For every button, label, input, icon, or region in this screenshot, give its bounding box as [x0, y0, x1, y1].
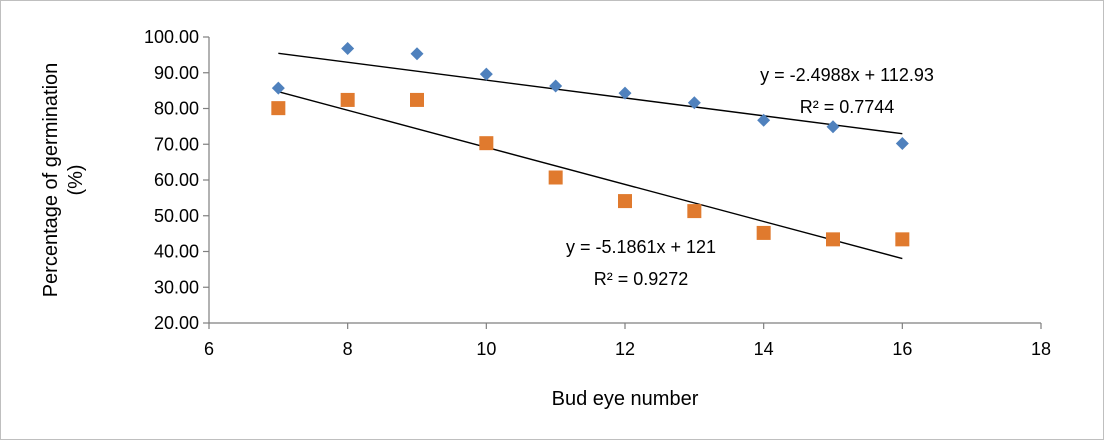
series-1-point	[341, 41, 355, 55]
x-tick-label: 18	[1031, 339, 1051, 359]
series-1-point	[757, 113, 771, 127]
series-1-point	[479, 67, 493, 81]
series-2-trendline	[278, 91, 903, 260]
y-tick-label: 100.00	[144, 27, 199, 47]
series-1-point	[895, 137, 909, 151]
series-1-point	[687, 96, 701, 110]
series-2-point	[895, 232, 910, 247]
y-axis-title-line-1: Percentage of germination	[40, 63, 62, 298]
x-tick-label: 8	[343, 339, 353, 359]
series-2-point	[479, 136, 494, 151]
axes: 20.00 30.00 40.00 50.00 60.00 70.00 80.00 90.00…	[144, 27, 1051, 359]
y-tick-label: 80.00	[154, 99, 199, 119]
series-2-point	[340, 92, 355, 107]
y-tick-label: 90.00	[154, 63, 199, 83]
series-1-point	[549, 79, 563, 93]
series-2-point	[826, 232, 840, 247]
x-tick-label: 16	[892, 339, 912, 359]
y-tick-label: 30.00	[154, 277, 199, 297]
x-tick-label: 14	[754, 339, 774, 359]
y-tick-label: 20.00	[154, 313, 199, 333]
series-2-point	[271, 101, 286, 116]
series-1-equation: y = -2.4988x + 112.93	[760, 65, 934, 85]
series-1-point	[826, 120, 840, 134]
series-2-equation: y = -5.1861x + 121	[566, 237, 716, 257]
series-1-point	[618, 86, 632, 100]
x-tick-label: 12	[615, 339, 635, 359]
series-1-point	[410, 47, 424, 61]
series-2-point	[548, 170, 563, 185]
series-2-point	[687, 204, 702, 219]
y-axis-title: Percentage of germination (%)	[40, 63, 87, 298]
x-axis-title: Bud eye number	[552, 388, 699, 410]
data-points	[271, 41, 910, 247]
trendlines	[278, 52, 903, 260]
x-tick-label: 6	[204, 339, 214, 359]
y-tick-label: 50.00	[154, 206, 199, 226]
series-1-trendline	[278, 52, 903, 135]
series-2-point	[618, 194, 632, 209]
y-tick-label: 60.00	[154, 170, 199, 190]
series-1-r-squared: R² = 0.7744	[800, 97, 895, 117]
series-2-point	[410, 92, 424, 107]
series-2-point	[756, 225, 771, 240]
y-axis-title-line-2: (%)	[65, 164, 87, 195]
y-tick-label: 40.00	[154, 242, 199, 262]
series-2-r-squared: R² = 0.9272	[594, 269, 689, 289]
series-1-point	[271, 81, 285, 95]
y-tick-label: 70.00	[154, 134, 199, 154]
x-tick-label: 10	[476, 339, 496, 359]
